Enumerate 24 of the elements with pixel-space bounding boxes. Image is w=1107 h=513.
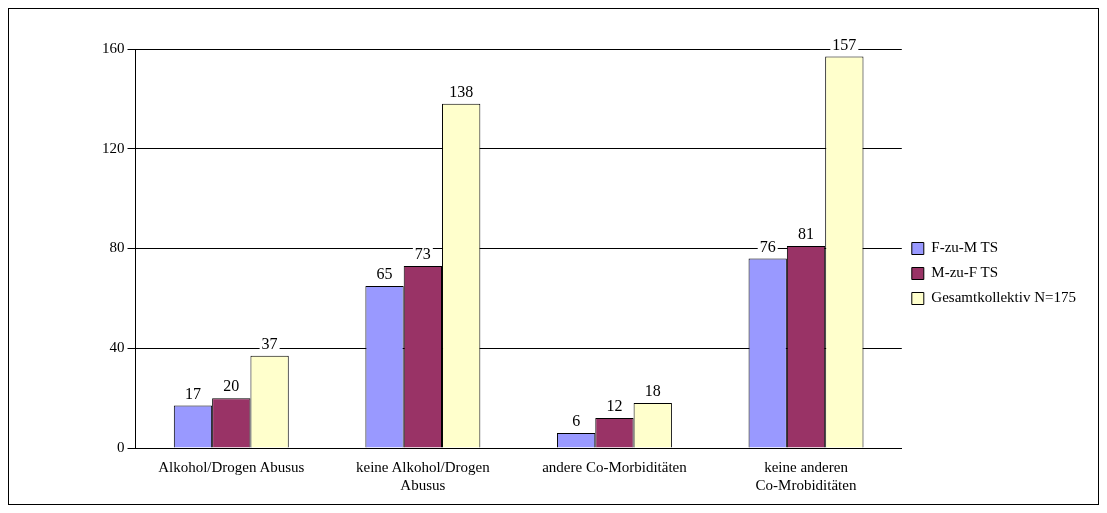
y-tick-label: 120 — [102, 139, 125, 156]
x-tick-label: andere Co-Morbiditäten — [542, 458, 688, 475]
data-label: 76 — [759, 237, 776, 255]
data-label: 157 — [832, 35, 857, 53]
y-tick-label: 0 — [117, 438, 125, 455]
data-label: 37 — [261, 334, 278, 352]
data-label: 20 — [223, 377, 240, 395]
legend-label: Gesamtkollektiv N=175 — [931, 289, 1077, 306]
legend-label: F-zu-M TS — [931, 239, 999, 256]
legend-label: M-zu-F TS — [931, 264, 999, 281]
x-tick-label: Alkohol/Drogen Abusus — [158, 458, 305, 475]
data-label: 65 — [376, 265, 393, 283]
y-tick-label: 40 — [109, 339, 125, 356]
data-label: 6 — [572, 412, 581, 430]
data-label: 81 — [798, 225, 815, 243]
data-label: 18 — [644, 382, 661, 400]
data-label: 138 — [449, 83, 474, 101]
data-label: 17 — [184, 384, 201, 402]
y-tick-label: 160 — [102, 39, 125, 56]
x-tick-label: keine Alkohol/Drogen Abusus — [356, 458, 491, 493]
y-tick-label: 80 — [109, 239, 125, 256]
x-tick-label: keine anderen Co-Mrobiditäten — [755, 458, 857, 493]
data-label: 73 — [414, 245, 431, 263]
data-label: 12 — [606, 397, 623, 415]
